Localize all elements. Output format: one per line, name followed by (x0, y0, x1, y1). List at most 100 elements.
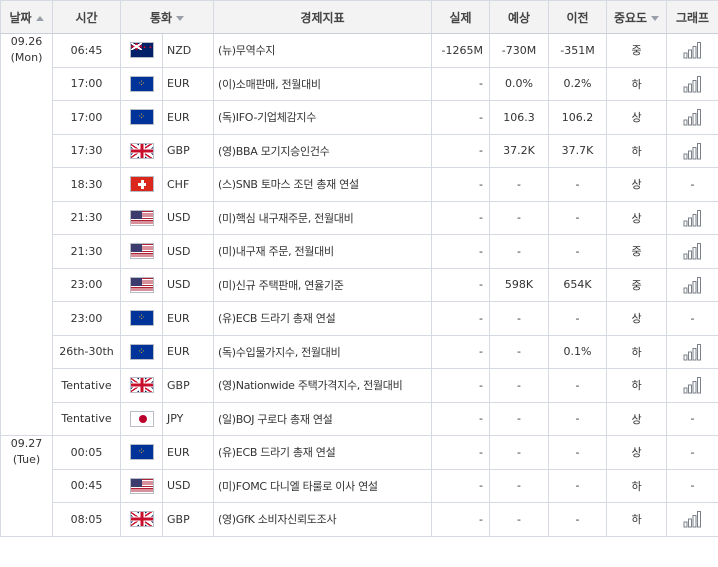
header-importance[interactable]: 중요도 (606, 0, 667, 34)
table-row[interactable]: 08:05 GBP (영)GfK 소비자신뢰도조사 - - - 하 (1, 502, 718, 537)
flag-eur-icon: ⁘ (129, 444, 154, 461)
bar-graph-icon[interactable] (683, 108, 703, 126)
sort-desc-icon[interactable] (651, 15, 660, 21)
table-row[interactable]: 17:00 ⁘ EUR (독)IFO-기업체감지수 -106.3 106.2 상 (1, 100, 718, 135)
no-graph-dash: - (690, 311, 695, 325)
no-graph-dash: - (690, 479, 695, 493)
graph-cell[interactable] (666, 234, 718, 269)
table-row[interactable]: Tentative JPY (일)BOJ 구로다 총재 연설 - - - 상 - (1, 401, 718, 436)
header-indicator: 경제지표 (213, 0, 432, 34)
bar-graph-icon[interactable] (683, 142, 703, 160)
flag-usd-icon (129, 243, 154, 260)
table-row[interactable]: 18:30 CHF (스)SNB 토마스 조던 총재 연설 - - - 상 - (1, 167, 718, 202)
currency-cell: EUR (162, 301, 214, 336)
previous-cell: - (548, 468, 607, 503)
currency-cell: JPY (162, 401, 214, 436)
bar-graph-icon[interactable] (683, 209, 703, 227)
indicator-link[interactable]: (독)수입물가지수, 전월대비 (213, 334, 432, 369)
table-row[interactable]: 00:45 USD (미)FOMC 다니엘 타룰로 이사 연설 - - - 하 - (1, 468, 718, 503)
time-cell: 17:00 (52, 100, 121, 135)
bar-graph-icon[interactable] (683, 510, 703, 528)
bar-graph-icon[interactable] (683, 242, 703, 260)
forecast-cell: - (489, 502, 549, 537)
bar-graph-icon[interactable] (683, 75, 703, 93)
flag-gbp-icon (129, 142, 154, 159)
actual-cell: - (431, 334, 490, 369)
flag-cell: ⁘ (120, 435, 163, 470)
importance-cell: 중 (606, 267, 667, 302)
actual-cell: - (431, 66, 490, 101)
indicator-link[interactable]: (유)ECB 드라기 총재 연설 (213, 301, 432, 336)
importance-cell: 하 (606, 502, 667, 537)
sort-asc-icon[interactable] (35, 15, 44, 21)
table-row[interactable]: 21:30 USD (미)내구재 주문, 전월대비 - - - 중 (1, 234, 718, 269)
indicator-link[interactable]: (이)소매판매, 전월대비 (213, 66, 432, 101)
table-row[interactable]: 26th-30th ⁘ EUR (독)수입물가지수, 전월대비 - -0.1% 하 (1, 334, 718, 369)
table-row[interactable]: 09.27 (Tue) 00:05 ⁘ EUR (유)ECB 드라기 총재 연설 - - - 상 - (0, 435, 718, 537)
table-header-row: 날짜 시간 통화 경제지표 실제 예상 이전 중요도 그래프 (0, 0, 718, 34)
table-row[interactable]: 17:00 ⁘ EUR (이)소매판매, 전월대비 -0.0% 0.2% 하 (1, 66, 718, 101)
indicator-link[interactable]: (영)Nationwide 주택가격지수, 전월대비 (213, 368, 432, 403)
table-row[interactable]: 23:00 ⁘ EUR (유)ECB 드라기 총재 연설 - - - 상 - (1, 301, 718, 336)
date-value: 09.26 (10, 35, 43, 48)
currency-cell: USD (162, 267, 214, 302)
previous-cell: - (548, 435, 607, 470)
time-cell: 17:00 (52, 66, 121, 101)
bar-graph-icon[interactable] (683, 376, 703, 394)
indicator-link[interactable]: (미)핵심 내구재주문, 전월대비 (213, 200, 432, 235)
bar-graph-icon[interactable] (683, 41, 703, 59)
currency-cell: EUR (162, 334, 214, 369)
graph-cell[interactable] (666, 502, 718, 537)
indicator-link[interactable]: (미)내구재 주문, 전월대비 (213, 234, 432, 269)
graph-cell[interactable] (666, 267, 718, 302)
forecast-cell: - (489, 368, 549, 403)
previous-cell: - (548, 368, 607, 403)
forecast-cell: 37.2K (489, 133, 549, 168)
time-cell: 21:30 (52, 200, 121, 235)
indicator-link[interactable]: (영)GfK 소비자신뢰도조사 (213, 502, 432, 537)
currency-cell: GBP (162, 133, 214, 168)
table-row[interactable]: 17:30 GBP (영)BBA 모기지승인건수 -37.2K 37.7K 하 (1, 133, 718, 168)
table-row[interactable]: 09.26 (Mon) 06:45 NZD(뉴)무역수지-1265M-730M-351… (0, 33, 718, 436)
graph-cell[interactable] (666, 133, 718, 168)
table-row[interactable]: 23:00 USD (미)신규 주택판매, 연율기준 -598K 654K 중 (1, 267, 718, 302)
sort-desc-icon[interactable] (176, 15, 185, 21)
actual-cell: - (431, 301, 490, 336)
actual-cell: - (431, 468, 490, 503)
time-cell: 17:30 (52, 133, 121, 168)
indicator-link[interactable]: (영)BBA 모기지승인건수 (213, 133, 432, 168)
header-currency[interactable]: 통화 (120, 0, 214, 34)
indicator-link[interactable]: (미)FOMC 다니엘 타룰로 이사 연설 (213, 468, 432, 503)
graph-cell[interactable] (666, 334, 718, 369)
indicator-link[interactable]: (미)신규 주택판매, 연율기준 (213, 267, 432, 302)
importance-cell: 상 (606, 401, 667, 436)
graph-cell: - (666, 401, 718, 436)
actual-cell: -1265M (431, 33, 490, 68)
header-previous-label: 이전 (566, 10, 589, 25)
indicator-link[interactable]: (일)BOJ 구로다 총재 연설 (213, 401, 432, 436)
currency-cell: USD (162, 234, 214, 269)
header-forecast: 예상 (489, 0, 549, 34)
graph-cell[interactable] (666, 200, 718, 235)
graph-cell[interactable] (666, 66, 718, 101)
flag-cell (120, 401, 163, 436)
table-row[interactable]: 21:30 USD (미)핵심 내구재주문, 전월대비 - - - 상 (1, 200, 718, 235)
graph-cell[interactable] (666, 368, 718, 403)
indicator-link[interactable]: (유)ECB 드라기 총재 연설 (213, 435, 432, 470)
table-row[interactable]: Tentative GBP (영)Nationwide 주택가격지수, 전월대비 - -… (1, 368, 718, 403)
previous-cell: - (548, 502, 607, 537)
graph-cell[interactable] (666, 33, 718, 68)
header-date[interactable]: 날짜 (0, 0, 53, 34)
header-time-label: 시간 (75, 10, 98, 25)
indicator-link[interactable]: (독)IFO-기업체감지수 (213, 100, 432, 135)
previous-cell: 0.1% (548, 334, 607, 369)
bar-graph-icon[interactable] (683, 343, 703, 361)
indicator-link[interactable]: (뉴)무역수지 (213, 33, 432, 68)
indicator-link[interactable]: (스)SNB 토마스 조던 총재 연설 (213, 167, 432, 202)
graph-cell[interactable] (666, 100, 718, 135)
actual-cell: - (431, 200, 490, 235)
currency-cell: USD (162, 200, 214, 235)
bar-graph-icon[interactable] (683, 276, 703, 294)
forecast-cell: - (489, 435, 549, 470)
previous-cell: - (548, 301, 607, 336)
